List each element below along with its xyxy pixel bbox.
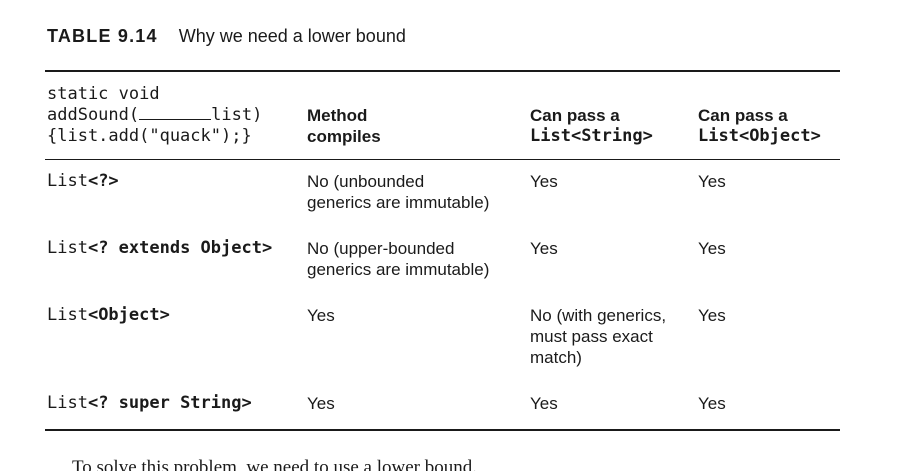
table-row-2-compiles: No (upper-bounded generics are immutable… bbox=[307, 238, 489, 280]
header-string-type: <String> bbox=[570, 126, 653, 146]
header-method-compiles: Method compiles bbox=[307, 105, 381, 147]
table-row-1-pass-object: Yes bbox=[698, 172, 726, 191]
header-method-signature: static void addSound( list) {list.add("qu… bbox=[47, 84, 262, 147]
header-string-line2: List<String> bbox=[530, 126, 653, 147]
row-1-compiles-line2: generics are immutable) bbox=[307, 193, 490, 212]
table-row-2-type: List<? extends Object> bbox=[47, 238, 272, 259]
row-2-compiles-line2: generics are immutable) bbox=[307, 260, 490, 279]
row-3-type-prefix: List bbox=[47, 305, 88, 325]
header-sig-line1: static void bbox=[47, 84, 160, 104]
row-1-type-rest: <?> bbox=[87, 171, 119, 191]
table-row-4-compiles: Yes bbox=[307, 394, 335, 413]
table-row-1-type: List<?> bbox=[47, 171, 119, 192]
header-object-line1: Can pass a bbox=[698, 106, 788, 125]
row-4-type-prefix: List bbox=[47, 393, 88, 413]
table-top-rule bbox=[45, 70, 840, 72]
table-row-4-type: List<? super String> bbox=[47, 393, 252, 414]
table-title: Why we need a lower bound bbox=[178, 26, 406, 46]
header-object-type: <Object> bbox=[738, 126, 821, 146]
row-1-compiles-line1: No (unbounded bbox=[307, 172, 425, 191]
table-bottom-rule bbox=[45, 429, 840, 431]
header-compiles-line1: Method bbox=[307, 106, 368, 125]
header-can-pass-object: Can pass a List<Object> bbox=[698, 105, 821, 147]
row-3-type-rest: <Object> bbox=[87, 305, 170, 325]
row-3-pass-string-line1: No (with generics, bbox=[530, 306, 667, 325]
table-row-3-compiles: Yes bbox=[307, 306, 335, 325]
table-row-1-compiles: No (unbounded generics are immutable) bbox=[307, 171, 489, 213]
header-separator-rule bbox=[45, 159, 840, 160]
header-compiles-line2: compiles bbox=[307, 127, 381, 146]
table-row-1-pass-string: Yes bbox=[530, 172, 558, 191]
table-row-3-pass-string: No (with generics, must pass exact match… bbox=[530, 305, 666, 368]
table-caption: TABLE 9.14 Why we need a lower bound bbox=[47, 26, 406, 47]
header-sig-line2b: list) bbox=[211, 105, 263, 125]
row-3-pass-string-line2: must pass exact bbox=[530, 327, 653, 346]
row-2-type-prefix: List bbox=[47, 238, 88, 258]
row-4-type-rest: <? super String> bbox=[87, 393, 252, 413]
row-3-pass-string-line3: match) bbox=[530, 348, 582, 367]
header-object-line2: List<Object> bbox=[698, 126, 821, 147]
table-number: TABLE 9.14 bbox=[47, 26, 158, 46]
table-row-4-pass-object: Yes bbox=[698, 394, 726, 413]
header-sig-line3: {list.add("quack");} bbox=[47, 126, 252, 146]
table-row-2-pass-string: Yes bbox=[530, 239, 558, 258]
row-2-type-rest: <? extends Object> bbox=[87, 238, 273, 258]
body-text: To solve this problem, we need to use a … bbox=[72, 457, 477, 471]
blank-placeholder bbox=[139, 105, 212, 120]
table-row-2-pass-object: Yes bbox=[698, 239, 726, 258]
header-string-line1: Can pass a bbox=[530, 106, 620, 125]
row-1-type-prefix: List bbox=[47, 171, 88, 191]
header-string-prefix: List bbox=[530, 126, 571, 146]
table-row-3-type: List<Object> bbox=[47, 305, 170, 326]
table-row-3-pass-object: Yes bbox=[698, 306, 726, 325]
table-row-4-pass-string: Yes bbox=[530, 394, 558, 413]
header-sig-line2a: addSound( bbox=[47, 105, 140, 125]
header-can-pass-string: Can pass a List<String> bbox=[530, 105, 653, 147]
row-2-compiles-line1: No (upper-bounded bbox=[307, 239, 455, 258]
header-object-prefix: List bbox=[698, 126, 739, 146]
